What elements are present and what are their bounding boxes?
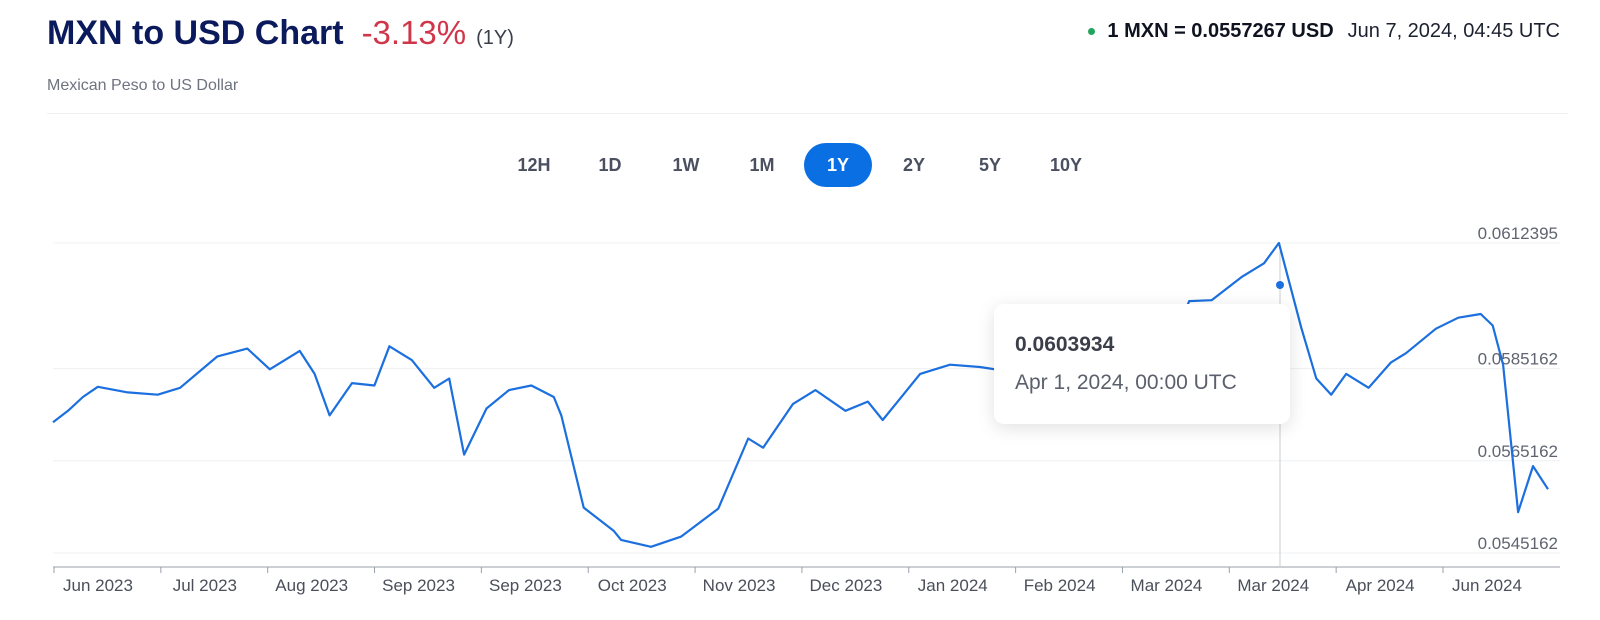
y-tick-label: 0.0545162 (1478, 534, 1558, 553)
x-tick-label: Feb 2024 (1024, 576, 1096, 595)
change-period: (1Y) (476, 27, 514, 49)
y-tick-label: 0.0612395 (1478, 224, 1558, 243)
chart-header: MXN to USD Chart -3.13% (1Y) (47, 14, 514, 53)
range-button-10y[interactable]: 10Y (1049, 155, 1083, 175)
range-button-5y[interactable]: 5Y (978, 155, 1002, 175)
range-button-1d[interactable]: 1D (598, 155, 622, 175)
x-tick-label: Apr 2024 (1346, 576, 1415, 595)
x-tick-label: Mar 2024 (1131, 576, 1203, 595)
tooltip-date: Apr 1, 2024, 00:00 UTC (1015, 371, 1237, 394)
x-tick-label: Jun 2023 (63, 576, 133, 595)
page-subtitle: Mexican Peso to US Dollar (47, 77, 239, 94)
x-tick-label: Sep 2023 (382, 576, 455, 595)
range-selector: 12H 1D 1W 1M 1Y 2Y 5Y 10Y (496, 143, 1104, 187)
x-tick-label: Dec 2023 (810, 576, 883, 595)
live-dot-icon (1088, 28, 1096, 35)
x-tick-label: Aug 2023 (275, 576, 348, 595)
x-tick-label: Mar 2024 (1237, 576, 1309, 595)
x-tick-label: Nov 2023 (703, 576, 776, 595)
range-button-1m[interactable]: 1M (749, 155, 775, 175)
tooltip-value: 0.0603934 (1015, 333, 1115, 356)
x-tick-label: Sep 2023 (489, 576, 562, 595)
live-rate: 1 MXN = 0.0557267 USD Jun 7, 2024, 04:45… (1088, 20, 1560, 43)
page-title: MXN to USD Chart (47, 14, 344, 52)
series-line (52, 241, 1549, 548)
x-tick-label: Jun 2024 (1452, 576, 1522, 595)
range-button-1y[interactable]: 1Y (804, 143, 872, 187)
y-tick-label: 0.0585162 (1478, 350, 1558, 369)
rate-text: 1 MXN = 0.0557267 USD (1107, 20, 1334, 42)
rate-timestamp: Jun 7, 2024, 04:45 UTC (1347, 20, 1560, 42)
x-tick-label: Oct 2023 (598, 576, 667, 595)
change-percent: -3.13% (361, 14, 467, 51)
hover-point (1276, 281, 1284, 289)
range-button-12h[interactable]: 12H (517, 155, 551, 175)
y-tick-label: 0.0565162 (1478, 442, 1558, 461)
range-button-2y[interactable]: 2Y (902, 155, 926, 175)
x-tick-label: Jul 2023 (173, 576, 237, 595)
range-button-1w[interactable]: 1W (672, 155, 700, 175)
x-tick-label: Jan 2024 (918, 576, 988, 595)
chart-tooltip: 0.0603934 Apr 1, 2024, 00:00 UTC (994, 304, 1290, 424)
header-divider (47, 113, 1568, 114)
